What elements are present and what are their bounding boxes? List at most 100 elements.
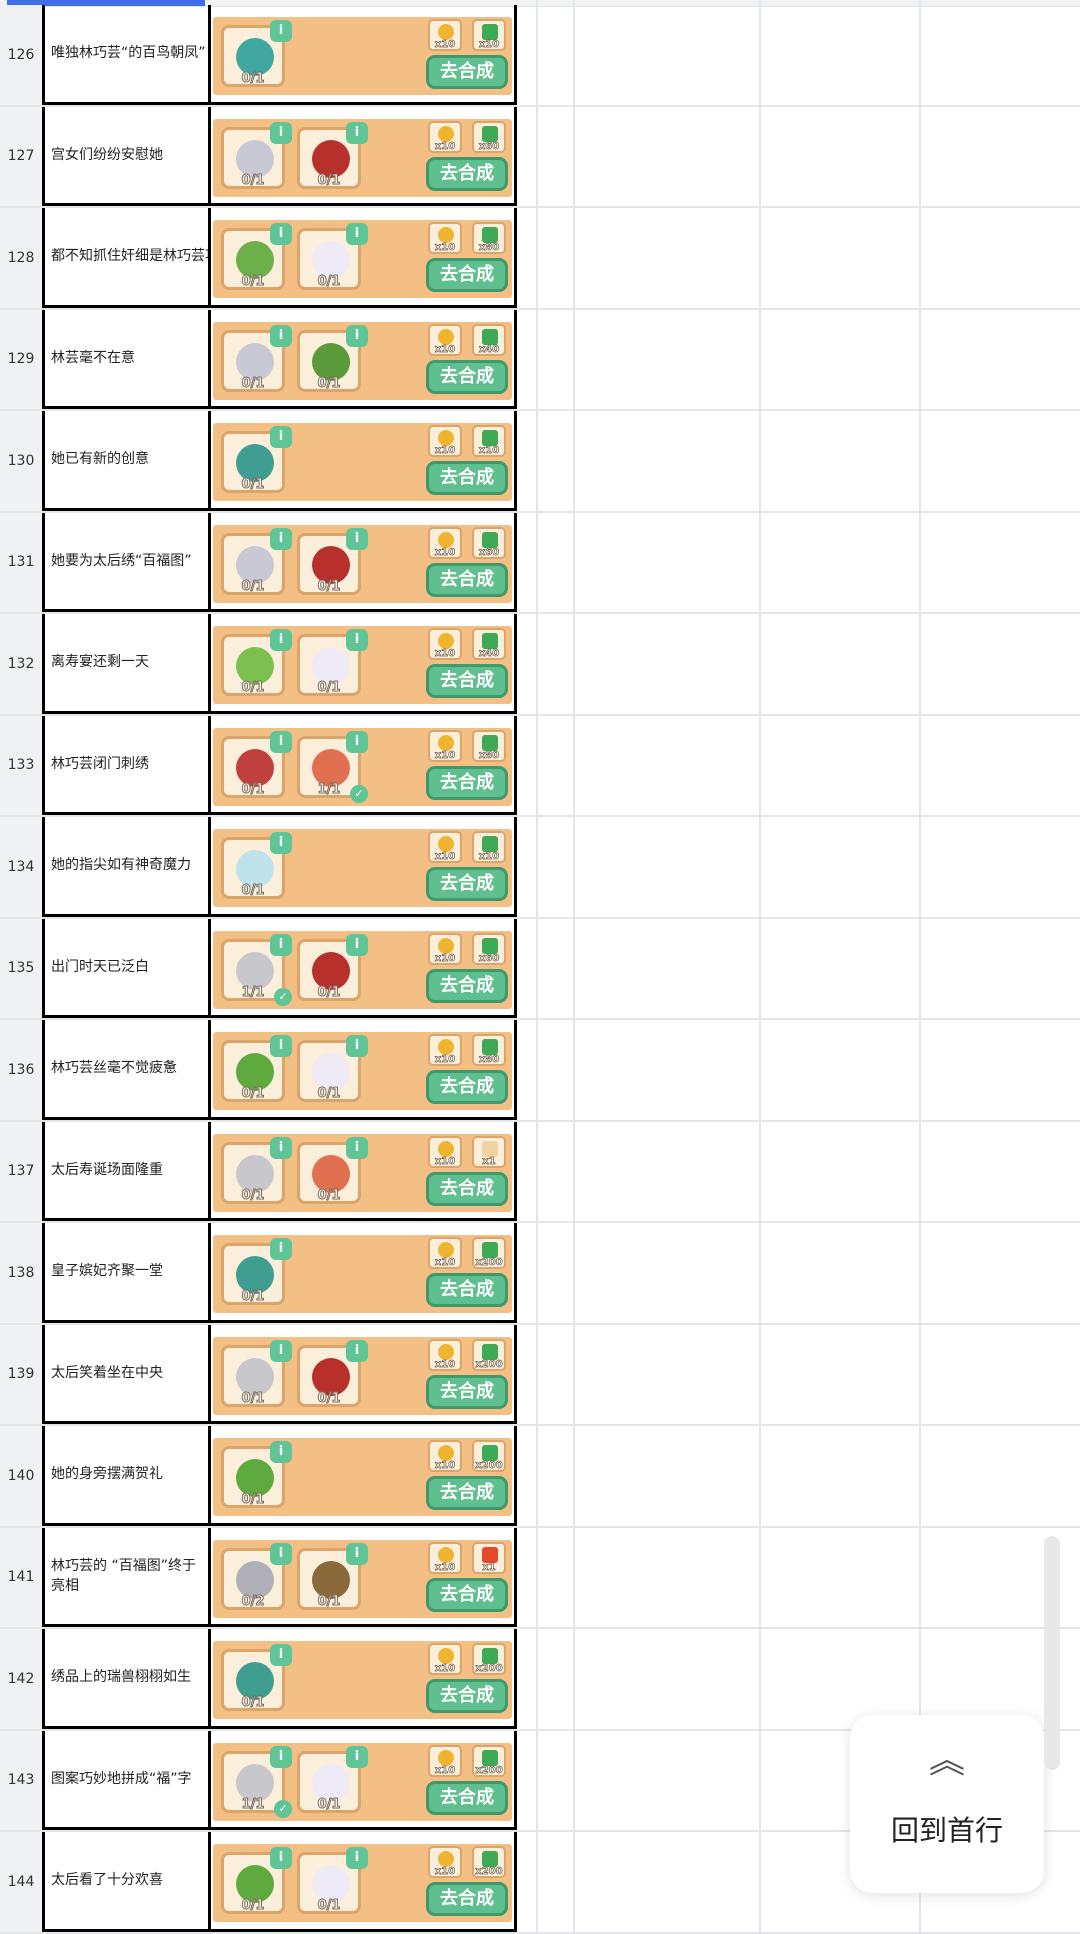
info-icon[interactable]: i — [270, 1035, 292, 1057]
task-image-cell[interactable]: i 0/1 x10 x200 去合成 — [211, 1629, 517, 1729]
task-text-cell[interactable]: 太后寿诞场面隆重 — [45, 1121, 211, 1221]
row-number[interactable]: 127 — [0, 106, 45, 206]
task-text-cell[interactable]: 绣品上的瑞兽栩栩如生 — [45, 1629, 211, 1729]
go-synthesize-button[interactable]: 去合成 — [426, 968, 508, 1003]
info-icon[interactable]: i — [270, 730, 292, 753]
go-synthesize-button[interactable]: 去合成 — [426, 1273, 508, 1307]
info-icon[interactable]: i — [270, 1542, 292, 1565]
row-number[interactable]: 130 — [0, 411, 45, 511]
info-icon[interactable]: i — [346, 933, 368, 956]
go-synthesize-button[interactable]: 去合成 — [426, 1679, 508, 1713]
row-number[interactable]: 141 — [0, 1527, 45, 1627]
material-slot[interactable]: i 0/1 — [221, 1238, 292, 1305]
task-image-cell[interactable]: i 1/1 ✓ i 0/1 x10 x60 去合成 — [211, 918, 517, 1018]
row-number[interactable]: 140 — [0, 1426, 45, 1526]
info-icon[interactable]: i — [270, 1644, 292, 1666]
row-number[interactable]: 131 — [0, 512, 45, 612]
material-slot[interactable]: i 0/1 — [221, 1847, 292, 1914]
material-slot[interactable]: i 0/1 — [221, 121, 292, 189]
material-slot[interactable]: i 0/1 — [221, 1644, 292, 1711]
material-slot[interactable]: i 1/1 ✓ — [297, 730, 368, 803]
info-icon[interactable]: i — [346, 1745, 368, 1768]
vertical-scrollbar[interactable] — [1044, 1536, 1060, 1770]
material-slot[interactable]: i 0/1 — [297, 933, 368, 1001]
go-synthesize-button[interactable]: 去合成 — [426, 1780, 508, 1815]
material-slot[interactable]: i 0/1 — [221, 527, 292, 595]
material-slot[interactable]: i 0/1 — [221, 1339, 292, 1407]
task-image-cell[interactable]: i 0/1 i 0/1 x10 x1 去合成 — [211, 1121, 517, 1221]
material-slot[interactable]: i 0/1 — [221, 730, 292, 798]
info-icon[interactable]: i — [270, 1136, 292, 1159]
row-number[interactable]: 129 — [0, 309, 45, 409]
info-icon[interactable]: i — [270, 527, 292, 550]
info-icon[interactable]: i — [270, 1441, 292, 1463]
info-icon[interactable]: i — [270, 324, 292, 347]
task-image-cell[interactable]: i 0/1 x10 x200 去合成 — [211, 1426, 517, 1526]
go-synthesize-button[interactable]: 去合成 — [426, 867, 508, 901]
info-icon[interactable]: i — [270, 933, 292, 956]
material-slot[interactable]: i 0/1 — [297, 1035, 368, 1102]
go-synthesize-button[interactable]: 去合成 — [426, 1171, 508, 1206]
go-synthesize-button[interactable]: 去合成 — [426, 359, 508, 394]
row-number[interactable]: 137 — [0, 1121, 45, 1221]
go-synthesize-button[interactable]: 去合成 — [426, 156, 508, 191]
material-slot[interactable]: i 0/1 — [297, 1847, 368, 1914]
row-number[interactable]: 136 — [0, 1020, 45, 1120]
task-text-cell[interactable]: 林巧芸闭门刺绣 — [45, 715, 211, 815]
go-synthesize-button[interactable]: 去合成 — [426, 1476, 508, 1510]
material-slot[interactable]: i 1/1 ✓ — [221, 1745, 292, 1818]
back-to-top-button[interactable]: ︽ 回到首行 — [850, 1715, 1044, 1893]
task-text-cell[interactable]: 林巧芸的 “百福图”终于亮相 — [45, 1527, 211, 1627]
material-slot[interactable]: i 0/1 — [297, 223, 368, 290]
go-synthesize-button[interactable]: 去合成 — [426, 461, 508, 495]
material-slot[interactable]: i 0/1 — [221, 20, 292, 87]
task-image-cell[interactable]: i 1/1 ✓ i 0/1 x10 x200 去合成 — [211, 1730, 517, 1830]
material-slot[interactable]: i 0/1 — [221, 629, 292, 696]
info-icon[interactable]: i — [270, 1745, 292, 1768]
task-image-cell[interactable]: i 0/1 i 0/1 x10 x200 去合成 — [211, 1324, 517, 1424]
info-icon[interactable]: i — [346, 324, 368, 347]
material-slot[interactable]: i 0/1 — [297, 629, 368, 696]
material-slot[interactable]: i 0/1 — [297, 1136, 368, 1204]
material-slot[interactable]: i 0/1 — [221, 324, 292, 392]
info-icon[interactable]: i — [346, 1847, 368, 1869]
task-text-cell[interactable]: 太后看了十分欢喜 — [45, 1832, 211, 1932]
info-icon[interactable]: i — [346, 121, 368, 144]
material-slot[interactable]: i 0/1 — [221, 426, 292, 493]
task-text-cell[interactable]: 都不知抓住奸细是林巧芸功 — [45, 208, 211, 308]
task-image-cell[interactable]: i 0/1 i 0/1 x10 x40 去合成 — [211, 309, 517, 409]
info-icon[interactable]: i — [346, 629, 368, 651]
info-icon[interactable]: i — [346, 1035, 368, 1057]
row-number[interactable]: 126 — [0, 5, 45, 105]
go-synthesize-button[interactable]: 去合成 — [426, 1577, 508, 1612]
info-icon[interactable]: i — [270, 223, 292, 245]
task-text-cell[interactable]: 林巧芸丝毫不觉疲惫 — [45, 1020, 211, 1120]
row-number[interactable]: 142 — [0, 1629, 45, 1729]
task-image-cell[interactable]: i 0/1 i 0/1 x10 x40 去合成 — [211, 614, 517, 714]
task-image-cell[interactable]: i 0/1 i 0/1 x10 x60 去合成 — [211, 106, 517, 206]
row-number[interactable]: 133 — [0, 715, 45, 815]
material-slot[interactable]: i 0/1 — [221, 1441, 292, 1508]
info-icon[interactable]: i — [270, 832, 292, 854]
material-slot[interactable]: i 0/1 — [221, 1035, 292, 1102]
task-image-cell[interactable]: i 0/1 x10 x200 去合成 — [211, 1223, 517, 1323]
go-synthesize-button[interactable]: 去合成 — [426, 765, 508, 800]
row-number[interactable]: 139 — [0, 1324, 45, 1424]
task-text-cell[interactable]: 图案巧妙地拼成“福”字 — [45, 1730, 211, 1830]
material-slot[interactable]: i 0/1 — [297, 1542, 368, 1610]
material-slot[interactable]: i 0/1 — [297, 1745, 368, 1813]
task-text-cell[interactable]: 她的身旁摆满贺礼 — [45, 1426, 211, 1526]
info-icon[interactable]: i — [270, 121, 292, 144]
task-image-cell[interactable]: i 0/1 i 1/1 ✓ x10 x80 去合成 — [211, 715, 517, 815]
task-text-cell[interactable]: 太后笑着坐在中央 — [45, 1324, 211, 1424]
go-synthesize-button[interactable]: 去合成 — [426, 258, 508, 292]
go-synthesize-button[interactable]: 去合成 — [426, 1882, 508, 1916]
go-synthesize-button[interactable]: 去合成 — [426, 1374, 508, 1409]
material-slot[interactable]: i 1/1 ✓ — [221, 933, 292, 1006]
info-icon[interactable]: i — [270, 1238, 292, 1260]
go-synthesize-button[interactable]: 去合成 — [426, 1070, 508, 1104]
info-icon[interactable]: i — [346, 527, 368, 550]
task-image-cell[interactable]: i 0/1 x10 x10 去合成 — [211, 411, 517, 511]
row-number[interactable]: 144 — [0, 1832, 45, 1932]
row-number[interactable]: 132 — [0, 614, 45, 714]
